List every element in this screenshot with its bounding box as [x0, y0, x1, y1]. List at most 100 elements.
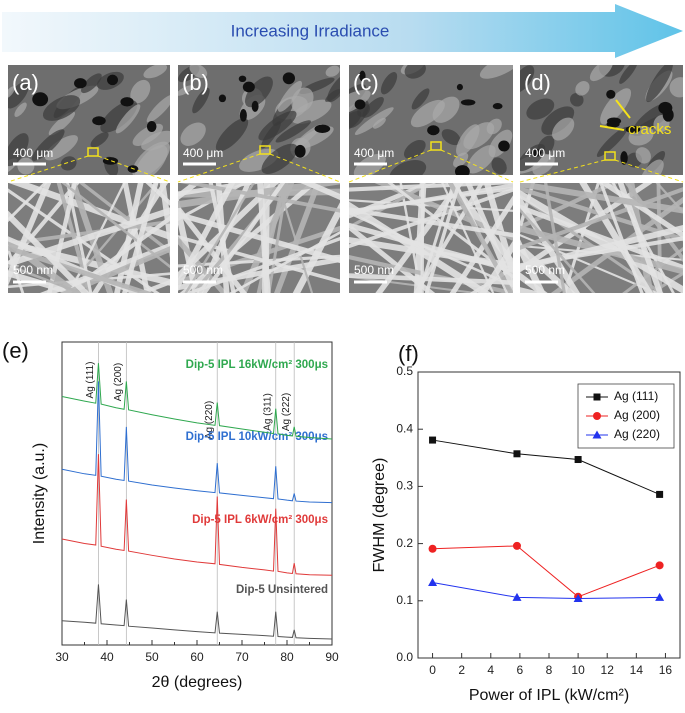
sem-fiber	[178, 183, 279, 281]
sem-fiber	[479, 240, 513, 293]
sem-fiber	[178, 183, 248, 222]
sem-texture	[372, 117, 386, 129]
sem-fiber	[78, 183, 170, 254]
x-axis-label: 2θ (degrees)	[152, 674, 243, 691]
sem-fiber	[599, 183, 644, 293]
sem-texture	[639, 159, 664, 175]
marker	[428, 577, 438, 586]
sem-pore	[242, 81, 255, 93]
sem-texture	[600, 88, 632, 125]
sem-fiber	[47, 183, 78, 293]
sem-texture	[90, 132, 109, 148]
sem-pore	[218, 94, 227, 103]
sem-image	[8, 65, 170, 175]
sem-texture	[541, 106, 575, 135]
sem-texture	[42, 95, 81, 121]
legend-label: Ag (200)	[614, 408, 660, 422]
sem-texture	[669, 77, 683, 98]
sem-fiber	[449, 195, 513, 293]
legend-label: Ag (220)	[614, 427, 660, 441]
sem-pore	[354, 99, 366, 110]
sem-texture	[354, 107, 394, 135]
sem-fiber	[349, 207, 513, 238]
zoom-line	[348, 149, 432, 183]
series-line	[61, 381, 333, 504]
sem-image	[349, 65, 513, 175]
sem-fiber	[8, 236, 142, 293]
crack-arrow	[599, 125, 625, 131]
x-tick-label: 50	[145, 650, 159, 664]
sem-pore	[282, 72, 295, 85]
sem-texture	[479, 65, 513, 79]
zoom-line	[7, 155, 89, 183]
sem-fiber	[8, 244, 25, 293]
sem-texture	[353, 153, 386, 175]
marker	[428, 544, 437, 553]
peak-label: Ag (220)	[204, 401, 215, 439]
sem-texture	[100, 100, 138, 133]
sem-texture	[130, 79, 151, 104]
sem-pore	[146, 120, 157, 132]
scale-label: 500 nm	[183, 263, 223, 277]
sem-fiber	[39, 242, 170, 293]
x-tick-label: 0	[429, 663, 436, 677]
sem-fiber	[520, 208, 596, 293]
panel-label: (b)	[182, 70, 209, 95]
sem-texture	[189, 65, 208, 78]
sem-fiber	[617, 183, 664, 293]
sem-texture	[575, 81, 590, 96]
sem-pore	[251, 100, 259, 112]
sem-texture	[403, 139, 426, 160]
panel-label: (d)	[524, 70, 551, 95]
sem-fiber	[178, 204, 247, 293]
sem-texture	[8, 133, 29, 167]
sem-texture	[143, 65, 168, 79]
sem-texture	[619, 65, 638, 84]
marker	[574, 456, 582, 464]
sem-images: (a) 400 μm 500 nm (b) 400 μm 500 nm (c) 400 μm 5…	[7, 65, 684, 293]
sem-fiber	[66, 183, 93, 293]
sem-fiber	[257, 183, 271, 293]
y-axis-label: Intensity (a.u.)	[31, 443, 48, 544]
scale-label: 500 nm	[13, 263, 53, 277]
scale-label: 400 μm	[525, 146, 565, 160]
series-label: Dip-5 Unsintered	[236, 584, 328, 596]
sem-texture	[215, 118, 249, 152]
marker	[512, 541, 521, 550]
sem-fiber	[520, 245, 683, 261]
zoom-line	[269, 153, 341, 183]
sem-fiber	[184, 236, 340, 293]
sem-texture	[467, 145, 496, 174]
sem-fiber	[63, 215, 170, 293]
sem-fiber	[520, 187, 683, 250]
sem-fiber	[178, 211, 340, 264]
zoom-line	[614, 159, 684, 183]
sem-pore	[239, 108, 247, 122]
sem-fiber	[387, 183, 513, 279]
x-tick-label: 90	[325, 650, 339, 664]
sem-fiber	[8, 272, 170, 289]
marker	[512, 592, 522, 601]
marker	[573, 594, 583, 603]
sem-fiber	[520, 183, 619, 230]
sem-texture	[261, 143, 298, 175]
scale-label: 400 μm	[354, 146, 394, 160]
sem-texture	[180, 122, 206, 146]
sem-pore	[606, 120, 620, 128]
marker	[593, 393, 601, 401]
sem-fiber	[375, 183, 464, 293]
sem-texture	[404, 65, 426, 79]
sem-pore	[498, 140, 510, 152]
sem-fiber	[399, 183, 423, 293]
crack-arrow	[615, 99, 631, 119]
x-tick-label: 40	[100, 650, 114, 664]
panel-label: (a)	[12, 70, 39, 95]
sem-texture	[60, 156, 77, 171]
y-tick-label: 0.3	[396, 479, 413, 493]
sem-fiber	[178, 183, 201, 201]
sem-pore	[492, 103, 503, 110]
sem-fiber	[8, 183, 170, 241]
marker	[655, 592, 665, 601]
x-tick-label: 80	[280, 650, 294, 664]
